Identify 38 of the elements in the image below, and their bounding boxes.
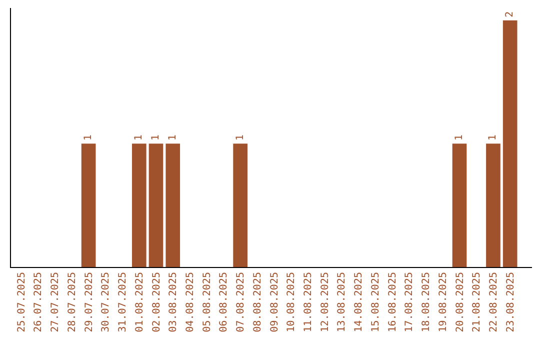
data-label: 1 <box>83 134 94 141</box>
x-tick-label: 07.08.2025 <box>236 272 247 332</box>
data-label: 1 <box>150 134 162 141</box>
x-tick-label: 16.08.2025 <box>387 272 398 332</box>
x-tick-label: 15.08.2025 <box>370 272 382 332</box>
x-tick-label: 06.08.2025 <box>218 272 230 332</box>
x-tick-label: 02.08.2025 <box>151 272 162 332</box>
x-tick-label: 11.08.2025 <box>303 272 314 332</box>
x-tick-label: 31.07.2025 <box>118 272 129 332</box>
x-tick-label: 03.08.2025 <box>168 272 180 332</box>
data-label: 1 <box>488 134 499 141</box>
data-label: 1 <box>134 134 145 141</box>
x-tick-label: 23.08.2025 <box>505 272 516 332</box>
data-label: 1 <box>167 134 178 141</box>
x-tick-label: 19.08.2025 <box>438 272 449 332</box>
x-tick-label: 04.08.2025 <box>184 272 196 332</box>
x-tick-label: 18.08.2025 <box>421 272 432 332</box>
x-tick-label: 13.08.2025 <box>336 272 348 332</box>
x-tick-label: 29.07.2025 <box>84 272 95 332</box>
x-tick-label: 25.07.2025 <box>16 272 28 332</box>
x-tick-label: 30.07.2025 <box>100 272 112 332</box>
x-tick-label: 09.08.2025 <box>269 272 280 332</box>
data-label: 2 <box>504 11 516 18</box>
x-tick-label: 27.07.2025 <box>50 272 62 332</box>
data-label: 1 <box>454 134 465 141</box>
x-tick-label: 05.08.2025 <box>202 272 213 332</box>
x-tick-label: 08.08.2025 <box>252 272 264 332</box>
x-tick-label: 10.08.2025 <box>286 272 298 332</box>
x-tick-label: 22.08.2025 <box>488 272 500 332</box>
x-tick-label: 20.08.2025 <box>454 272 466 332</box>
x-tick-label: 28.07.2025 <box>66 272 78 332</box>
x-tick-label: 26.07.2025 <box>33 272 44 332</box>
x-tick-label: 14.08.2025 <box>354 272 365 332</box>
x-tick-label: 17.08.2025 <box>404 272 416 332</box>
data-label: 1 <box>234 134 246 141</box>
x-tick-label: 01.08.2025 <box>134 272 146 332</box>
x-tick-label: 12.08.2025 <box>320 272 331 332</box>
x-tick-label: 21.08.2025 <box>472 272 483 332</box>
